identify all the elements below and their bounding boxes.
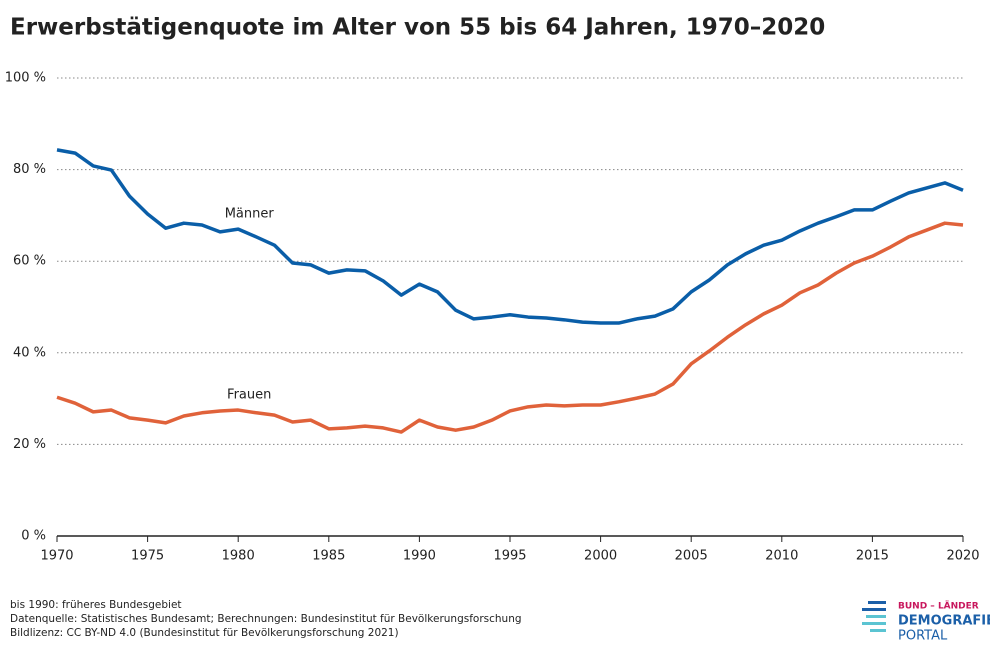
x-tick-label: 2020 [946, 549, 979, 564]
x-tick-label: 1985 [312, 549, 345, 564]
series-line [56, 221, 964, 434]
logo-bar [870, 629, 886, 632]
x-tick-label: 1975 [131, 549, 164, 564]
y-tick-label: 100 % [5, 71, 46, 86]
note: bis 1990: früheres Bundesgebiet [10, 599, 182, 611]
logo-bar [862, 622, 886, 625]
series-line [56, 148, 964, 325]
logo-bar [862, 608, 886, 611]
y-tick-label: 60 % [13, 254, 46, 269]
x-tick-label: 2015 [856, 549, 889, 564]
y-tick-label: 80 % [13, 162, 46, 177]
logo-bar [866, 615, 886, 618]
series-label: Männer [225, 207, 275, 222]
logo-text: PORTAL [898, 629, 948, 644]
note: Bildlizenz: CC BY-ND 4.0 (Bundesinstitut… [10, 627, 399, 639]
logo: BUND – LÄNDER DEMOGRAFIE PORTAL [862, 601, 990, 644]
x-tick-label: 1995 [493, 549, 526, 564]
series-label: Frauen [227, 388, 271, 403]
logo-bar [868, 601, 886, 604]
x-tick-label: 1990 [403, 549, 436, 564]
y-tick-label: 20 % [13, 437, 46, 452]
note: Datenquelle: Statistisches Bundesamt; Be… [10, 613, 522, 625]
x-tick-label: 2005 [675, 549, 708, 564]
chart-title: Erwerbstätigenquote im Alter von 55 bis … [10, 15, 825, 41]
logo-text: DEMOGRAFIE [898, 614, 990, 629]
y-tick-label: 0 % [21, 529, 46, 544]
x-tick-label: 2000 [584, 549, 617, 564]
x-tick-label: 1970 [40, 549, 73, 564]
x-tick-label: 1980 [222, 549, 255, 564]
y-tick-label: 40 % [13, 345, 46, 360]
x-tick-label: 2010 [765, 549, 798, 564]
logo-text: BUND – LÄNDER [898, 601, 979, 612]
